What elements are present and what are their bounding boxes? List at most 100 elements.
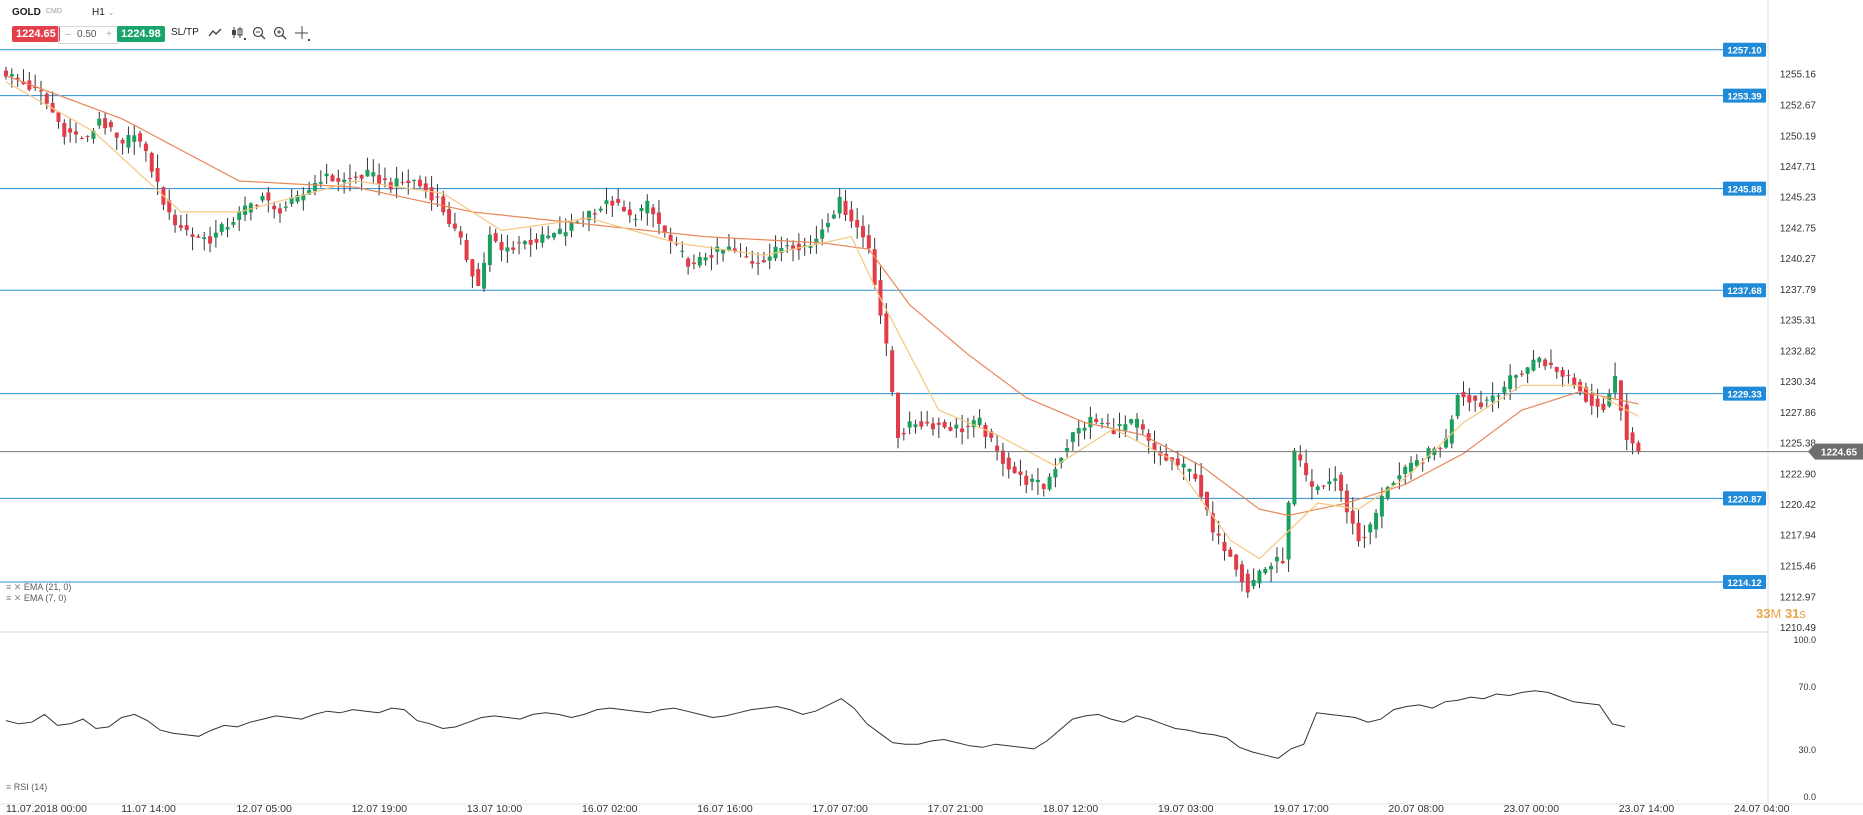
candle-bullish (1525, 367, 1530, 374)
time-tick-label: 23.07 14:00 (1619, 803, 1675, 815)
candle-bullish (1490, 395, 1495, 402)
time-tick-label: 24.07 04:00 (1734, 803, 1790, 815)
ema21-indicator-label[interactable]: ≡ ✕ EMA (21, 0) (6, 582, 71, 593)
candle-bullish (97, 118, 102, 126)
candle-bullish (1455, 395, 1460, 417)
candle-bullish (132, 135, 137, 142)
candle-bearish (901, 432, 906, 435)
price-tick-label: 1242.75 (1780, 223, 1817, 234)
candle-bullish (977, 417, 982, 425)
symbol-name[interactable]: GOLD (12, 7, 41, 18)
indicator-menu-icon[interactable]: ≡ ✕ (6, 593, 22, 603)
candle-bearish (1228, 549, 1233, 557)
candle-bearish (1193, 473, 1198, 479)
candle-bullish (1047, 476, 1052, 490)
candle-bullish (1426, 448, 1431, 459)
candle-bearish (21, 81, 26, 85)
candle-bearish (1554, 366, 1559, 372)
candle-bearish (1519, 373, 1524, 375)
sell-price-button[interactable]: 1224.65 (12, 26, 60, 42)
volume-value[interactable]: 0.50 (77, 29, 97, 40)
candle-bullish (837, 196, 842, 214)
candle-bullish (482, 262, 487, 289)
candle-bearish (458, 231, 463, 238)
price-tick-label: 1230.34 (1780, 377, 1817, 388)
candle-bearish (861, 226, 866, 238)
rsi-tick-label: 70.0 (1798, 682, 1816, 692)
zoom-out-icon[interactable] (250, 24, 268, 42)
candle-bearish (1473, 395, 1478, 401)
candle-bullish (295, 195, 300, 202)
decrease-volume-button[interactable]: – (65, 29, 71, 40)
ema7-indicator-label[interactable]: ≡ ✕ EMA (7, 0) (6, 593, 66, 604)
candle-bearish (872, 249, 877, 285)
candle-bearish (686, 258, 691, 267)
candle-bullish (802, 245, 807, 247)
indicator-menu-icon[interactable]: ≡ ✕ (6, 582, 22, 592)
candle-bullish (1444, 438, 1449, 448)
candle-bearish (1420, 462, 1425, 464)
ema7-line (5, 81, 1639, 560)
candle-bullish (907, 421, 912, 428)
candle-bearish (843, 200, 848, 215)
price-tick-label: 1240.27 (1780, 254, 1817, 265)
candle-bearish (592, 213, 597, 215)
candle-bearish (464, 240, 469, 260)
candle-bearish (347, 177, 352, 179)
candle-bullish (1414, 460, 1419, 467)
candle-bearish (1210, 513, 1215, 533)
sltp-button[interactable]: SL/TP (171, 27, 199, 38)
candle-bearish (960, 428, 965, 433)
candle-type-icon[interactable] (229, 24, 247, 42)
candle-bearish (691, 262, 696, 265)
time-tick-label: 12.07 19:00 (352, 803, 408, 815)
candle-bullish (557, 228, 562, 234)
indicator-menu-icon[interactable]: ≡ (6, 782, 12, 792)
time-tick-label: 19.07 17:00 (1273, 803, 1329, 815)
candle-bearish (149, 152, 154, 172)
line-chart-icon[interactable] (207, 24, 225, 42)
rsi-indicator-label[interactable]: ≡ RSI (14) (6, 782, 47, 792)
candle-bullish (639, 207, 644, 212)
candle-bullish (1391, 482, 1396, 486)
price-level-badge (1723, 575, 1766, 590)
candle-bearish (936, 422, 941, 425)
candle-bullish (213, 232, 218, 238)
candle-bullish (312, 182, 317, 192)
current-price-label: 1224.65 (1821, 448, 1858, 459)
time-tick-label: 16.07 02:00 (582, 803, 638, 815)
timeframe-select[interactable]: H1 ⌄ (92, 7, 114, 18)
candle-bullish (1181, 463, 1186, 468)
candle-bearish (476, 269, 481, 286)
candle-bullish (1385, 487, 1390, 499)
candle-bearish (930, 423, 935, 430)
candle-bearish (528, 239, 533, 245)
candle-bearish (103, 118, 108, 129)
zoom-in-icon[interactable] (271, 24, 289, 42)
candle-bullish (598, 208, 603, 211)
candle-bearish (709, 255, 714, 258)
time-tick-label: 17.07 21:00 (928, 803, 984, 815)
buy-price-button[interactable]: 1224.98 (117, 26, 165, 42)
price-tick-label: 1210.49 (1780, 623, 1817, 634)
price-tick-label: 1217.94 (1780, 531, 1817, 542)
candle-bullish (1117, 424, 1122, 427)
price-level-label: 1245.88 (1727, 185, 1761, 196)
candle-bullish (1257, 570, 1262, 584)
candle-bullish (1537, 357, 1542, 363)
candle-bullish (1030, 478, 1035, 482)
candle-bearish (1304, 463, 1309, 476)
candle-bearish (1309, 481, 1314, 487)
candle-bearish (668, 234, 673, 242)
candle-bullish (248, 203, 253, 213)
candle-bullish (1496, 395, 1501, 397)
crosshair-icon[interactable] (293, 24, 311, 42)
candle-bullish (575, 221, 580, 223)
candle-bearish (1478, 402, 1483, 408)
increase-volume-button[interactable]: + (106, 29, 112, 40)
volume-stepper[interactable]: – 0.50 + (58, 26, 118, 44)
candle-bullish (1065, 447, 1070, 452)
candle-bullish (342, 179, 347, 183)
candle-bullish (289, 197, 294, 204)
